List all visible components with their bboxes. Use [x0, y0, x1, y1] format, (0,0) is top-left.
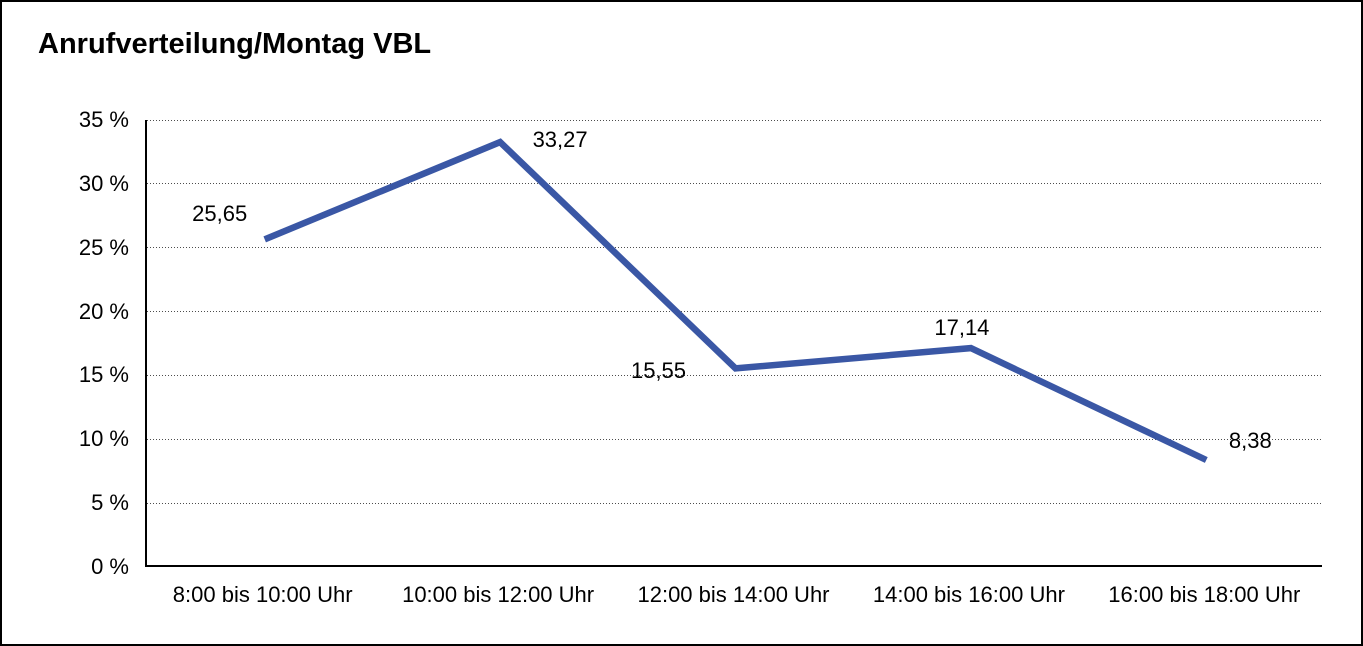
data-point-label: 8,38 — [1228, 427, 1272, 453]
data-line — [263, 138, 1208, 463]
data-point-label: 33,27 — [532, 127, 588, 153]
data-point-label: 25,65 — [192, 201, 248, 227]
y-tick-label: 25 % — [78, 234, 129, 260]
gridline-30 — [147, 183, 1322, 185]
y-tick-label: 35 % — [78, 107, 129, 132]
x-tick-label: 10:00 bis 12:00 Uhr — [402, 582, 595, 607]
y-tick-label: 30 % — [78, 170, 129, 196]
y-tick-label: 10 % — [78, 426, 129, 452]
gridline-15 — [147, 374, 1322, 376]
y-tick-label: 0 % — [91, 554, 129, 579]
gridline-35 — [147, 119, 1322, 121]
y-tick-label: 20 % — [78, 298, 129, 324]
gridline-10 — [147, 438, 1322, 440]
x-tick-label: 16:00 bis 18:00 Uhr — [1108, 582, 1301, 607]
gridline-25 — [147, 247, 1322, 249]
y-tick-label: 15 % — [78, 362, 129, 388]
gridline-20 — [147, 311, 1322, 313]
line-series — [263, 138, 1208, 463]
chart-title: Anrufverteilung/Montag VBL — [38, 28, 432, 60]
x-tick-label: 12:00 bis 14:00 Uhr — [637, 582, 830, 607]
x-tick-label: 14:00 bis 16:00 Uhr — [872, 582, 1065, 607]
data-point-label: 15,55 — [630, 358, 687, 384]
data-point-label: 17,14 — [934, 315, 990, 341]
x-tick-label: 8:00 bis 10:00 Uhr — [172, 582, 353, 607]
y-tick-label: 5 % — [91, 490, 129, 516]
plot-area: 25,65 33,27 15,55 17,14 8,38 — [145, 119, 1322, 567]
gridline-5 — [147, 502, 1322, 504]
